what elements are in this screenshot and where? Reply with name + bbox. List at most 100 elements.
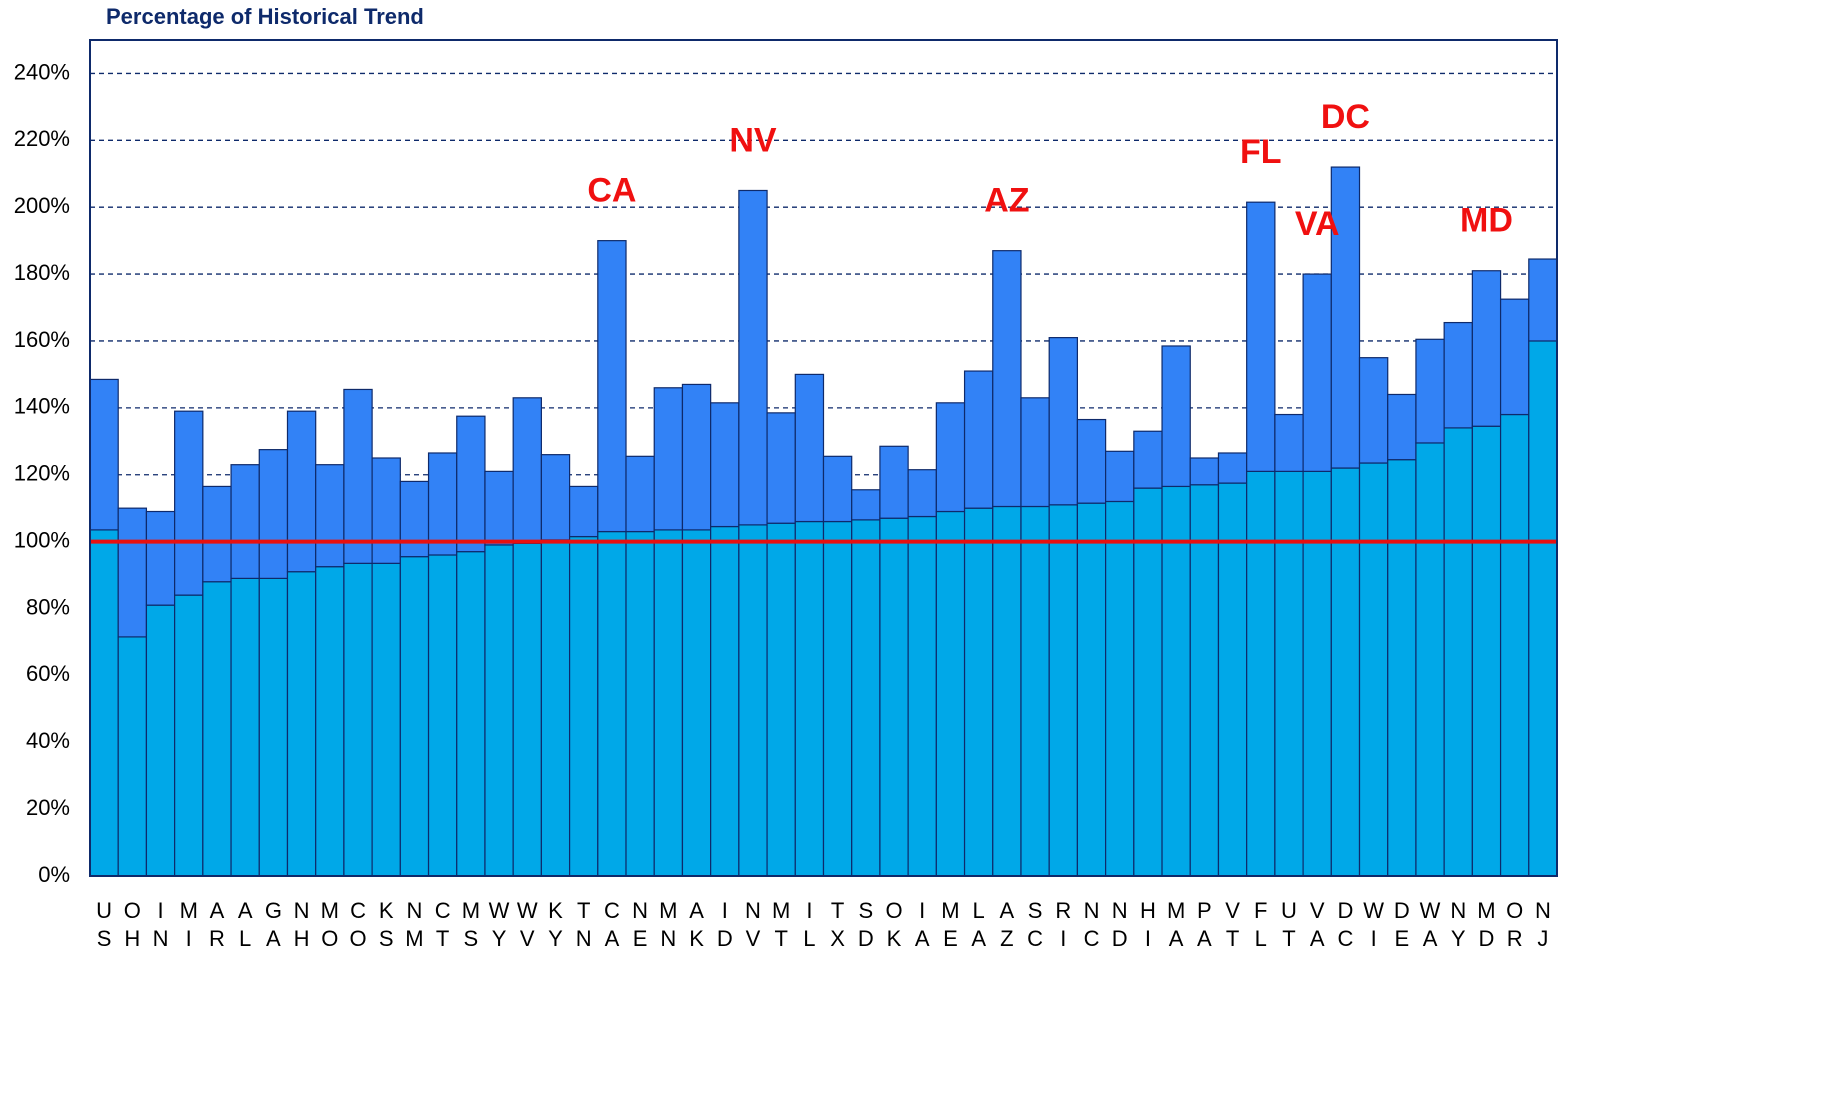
bar-segment [1189, 457, 1220, 486]
bar-segment [653, 387, 684, 531]
bar-segment [681, 383, 712, 531]
bar-segment [371, 457, 401, 564]
bar-segment [710, 402, 740, 528]
bar-segment [540, 539, 571, 877]
bar-segment [1020, 397, 1050, 508]
bar-segment [484, 544, 514, 877]
bar-segment [1105, 450, 1135, 503]
annotation: CA [587, 172, 636, 210]
bar-segment [597, 530, 627, 877]
bar-segment [935, 510, 966, 877]
bar-segment [399, 556, 430, 877]
bar-segment [1358, 357, 1389, 464]
bar-segment [766, 412, 796, 524]
bar-segment [822, 520, 853, 877]
bar-segment [427, 554, 458, 877]
bar-segment [1076, 418, 1107, 504]
bar-segment [851, 519, 881, 877]
bar-segment [681, 529, 712, 877]
bar-segment [1528, 258, 1558, 342]
bar-segment [1274, 413, 1304, 472]
y-tick-label: 100% [14, 527, 70, 552]
y-tick-label: 200% [14, 193, 70, 218]
bar-segment [568, 535, 599, 877]
annotation: VA [1295, 205, 1340, 243]
bar-segment [653, 529, 684, 877]
bar-segment [1415, 442, 1445, 877]
annotation: NV [729, 121, 777, 159]
annotation: AZ [984, 182, 1029, 220]
bar-segment [540, 454, 571, 541]
bar-segment [1415, 338, 1445, 444]
bar-segment [963, 507, 994, 877]
plot-frame [89, 39, 1558, 877]
y-tick-label: 120% [14, 461, 70, 486]
bar-segment [371, 562, 401, 877]
bar-segment [1161, 485, 1191, 877]
bar-segment [851, 489, 881, 521]
bar-segment [484, 470, 514, 546]
bar-segment [1358, 462, 1389, 877]
annotation: MD [1460, 202, 1513, 240]
bar-segment [456, 551, 486, 877]
bar-segment [879, 517, 909, 877]
annotation: DC [1321, 98, 1370, 136]
bar-segment [512, 542, 542, 877]
bar-segment [1330, 166, 1361, 469]
bar-segment [1443, 321, 1473, 429]
bar-segment [568, 485, 599, 538]
y-tick-label: 140% [14, 394, 70, 419]
bar-segment [1528, 340, 1558, 877]
bar-segment [89, 529, 119, 877]
bar-segment [286, 571, 317, 877]
bar-segment [738, 189, 768, 526]
bar-segment [963, 370, 994, 509]
bar-segment [1020, 505, 1050, 877]
bar-segment [1246, 470, 1276, 877]
bar-segment [794, 520, 825, 877]
bar-segment [766, 522, 796, 877]
bar-segment [879, 445, 909, 519]
bar-segment [625, 530, 655, 877]
bar-segment [1133, 487, 1163, 877]
bar-segment [1048, 504, 1079, 877]
annotation: FL [1240, 133, 1282, 171]
y-tick-label: 20% [26, 795, 70, 820]
bar-segment [399, 480, 430, 558]
bar-segment [1499, 298, 1530, 416]
bar-segment [822, 455, 853, 523]
bar-segment [202, 581, 232, 877]
